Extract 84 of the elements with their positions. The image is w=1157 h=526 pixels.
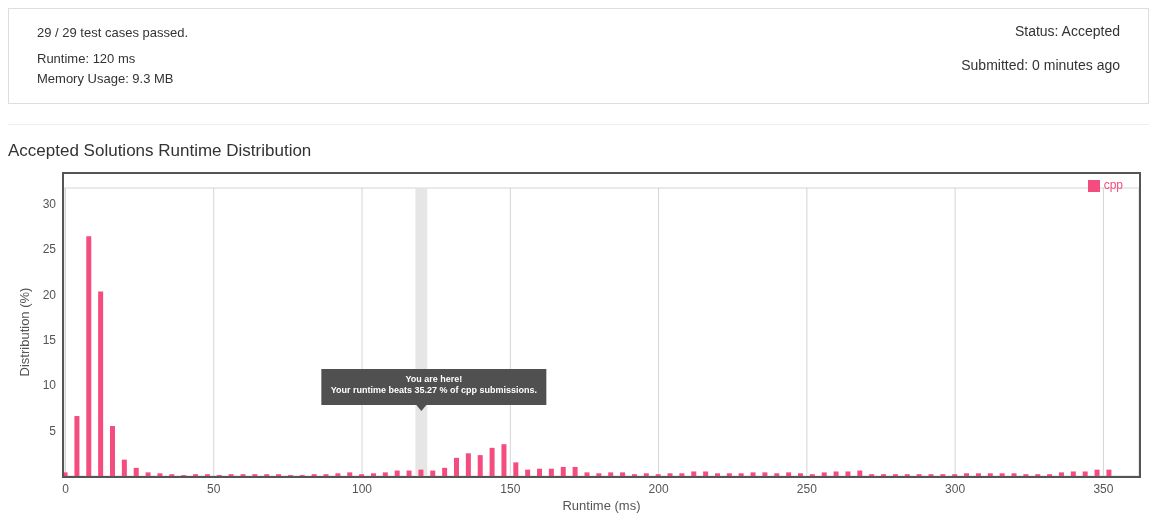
bar <box>1058 472 1064 476</box>
bar <box>667 473 673 476</box>
y-tick-label: 5 <box>49 423 57 438</box>
bar <box>762 472 768 476</box>
bar <box>572 466 578 476</box>
annotation: You are here! Your runtime beats 35.27 % of cpp submissions. <box>330 374 538 395</box>
bar <box>1082 471 1088 476</box>
bar <box>1106 469 1112 476</box>
bar <box>620 472 626 476</box>
bar <box>418 469 424 476</box>
bar <box>145 472 151 476</box>
y-tick-label: 25 <box>42 242 57 257</box>
y-tick-label: 20 <box>42 287 57 302</box>
bar <box>98 291 104 476</box>
y-tick-label: 10 <box>42 378 57 393</box>
bar <box>643 473 649 476</box>
bar <box>560 466 566 476</box>
x-tick-label: 0 <box>62 481 70 496</box>
x-axis-title: Runtime (ms) <box>562 498 641 513</box>
x-tick-label: 50 <box>207 481 221 496</box>
chart-title: Accepted Solutions Runtime Distribution <box>8 141 313 161</box>
bar <box>774 473 780 476</box>
bar <box>110 426 115 476</box>
text: Memory Usage: 9.3 MB <box>37 70 175 88</box>
bar <box>596 473 602 476</box>
bar <box>406 470 412 476</box>
bar <box>477 455 483 476</box>
bar <box>382 472 388 476</box>
bar <box>714 473 720 476</box>
bar <box>454 457 459 476</box>
bar <box>525 469 531 476</box>
bar <box>537 468 543 476</box>
bar <box>975 473 981 476</box>
y-tick-label: 15 <box>42 332 57 347</box>
bar <box>987 473 993 476</box>
bar <box>548 468 554 476</box>
bar <box>999 473 1005 476</box>
bar <box>489 447 495 476</box>
bar <box>964 473 970 476</box>
legend-label: cpp <box>1103 178 1123 192</box>
bar <box>74 416 80 476</box>
x-tick-label: 100 <box>352 481 373 496</box>
bar <box>1011 473 1017 476</box>
bar <box>584 472 590 476</box>
bar <box>798 473 803 476</box>
x-tick-label: 250 <box>796 481 818 496</box>
y-tick-label: 30 <box>42 196 57 211</box>
bar <box>64 472 68 476</box>
y-axis-title: Distribution (%) <box>16 287 32 377</box>
bar <box>703 471 709 476</box>
bar <box>157 473 163 476</box>
x-tick-label: 350 <box>1093 481 1114 496</box>
bar <box>833 471 839 476</box>
x-tick-label: 150 <box>500 481 521 496</box>
bar <box>513 462 519 476</box>
bar <box>608 472 614 476</box>
x-tick-label: 200 <box>648 481 669 496</box>
bar <box>430 470 436 476</box>
bar <box>821 472 827 476</box>
bar <box>501 444 507 476</box>
bar <box>845 471 851 476</box>
text: Runtime: 120 ms <box>37 50 137 68</box>
bar <box>750 472 756 476</box>
bar <box>1070 471 1076 476</box>
bar <box>335 473 341 476</box>
bar <box>86 236 92 476</box>
text: 29 / 29 test cases passed. <box>37 24 189 42</box>
bar <box>726 473 732 476</box>
bar <box>442 467 448 476</box>
bar <box>786 472 792 476</box>
bar <box>465 453 471 476</box>
bar <box>347 472 353 476</box>
text: Status: Accepted <box>1013 22 1120 41</box>
bar <box>133 467 139 476</box>
text: Submitted: 0 minutes ago <box>961 56 1120 75</box>
bar <box>691 471 697 476</box>
bar <box>857 470 863 476</box>
bar <box>679 473 685 476</box>
x-tick-label: 300 <box>945 481 966 496</box>
bar <box>370 473 376 476</box>
bar <box>738 473 744 476</box>
bar <box>1094 469 1100 476</box>
bar <box>121 459 127 476</box>
bar <box>394 470 400 476</box>
